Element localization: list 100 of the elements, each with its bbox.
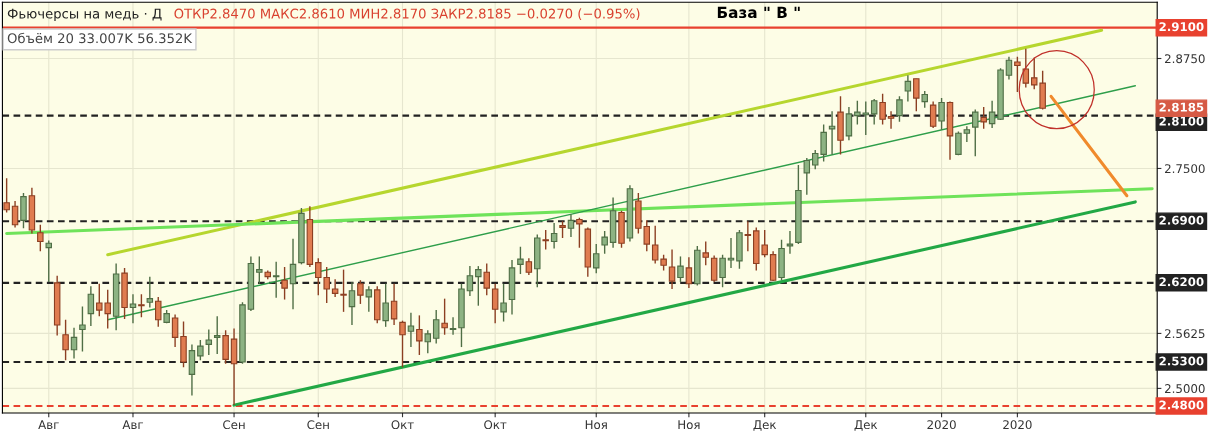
x-tick-label: Окт (484, 420, 507, 430)
candlestick (205, 328, 213, 356)
candlestick (432, 309, 440, 345)
candlestick (3, 177, 10, 214)
candlestick (154, 296, 162, 328)
candlestick (171, 313, 179, 348)
y-tick-label: 2.7500 (1165, 164, 1205, 174)
y-tick-label: 2.8750 (1165, 54, 1205, 64)
candlestick (887, 110, 895, 130)
candlestick (20, 192, 27, 229)
candlestick (281, 266, 288, 301)
candlestick (567, 213, 575, 238)
candlestick (592, 243, 600, 274)
candlestick (601, 230, 608, 255)
candlestick (348, 281, 356, 326)
candlestick (491, 283, 499, 324)
candlestick (913, 78, 920, 112)
candlestick (222, 329, 229, 365)
x-tick-label: Авг (38, 420, 59, 429)
candlestick (466, 265, 474, 297)
ref-line-label: 2.6200 (1159, 277, 1204, 287)
candlestick (390, 283, 398, 326)
x-tick-label: Сен (223, 420, 245, 430)
candlestick (197, 339, 204, 361)
candlestick (576, 217, 583, 249)
y-tick-label: 2.5000 (1165, 384, 1205, 394)
candlestick (87, 285, 95, 327)
candlestick (988, 100, 996, 129)
candlestick (828, 110, 836, 156)
ref-line-label: 2.9100 (1159, 22, 1204, 32)
candlestick (1005, 56, 1013, 81)
annotation: База " В " (717, 6, 800, 19)
candlestick (929, 100, 937, 129)
candlestick (879, 92, 886, 126)
candlestick (677, 255, 684, 283)
candlestick (1014, 56, 1021, 93)
candlestick (129, 293, 137, 324)
x-tick-label: Ноя (585, 420, 607, 430)
candlestick (803, 157, 811, 196)
candlestick (79, 305, 86, 353)
chart-title: Фьючерсы на медь · Д (7, 8, 162, 22)
candlestick (972, 108, 979, 157)
candlestick (744, 220, 752, 252)
candlestick (449, 316, 457, 336)
ref-line-label: 2.6900 (1159, 215, 1204, 225)
candlestick (138, 293, 145, 318)
x-tick-label: Сен (307, 420, 329, 430)
x-tick-label: 2020 (1003, 420, 1032, 430)
candlestick (441, 297, 448, 336)
candlestick (340, 268, 347, 313)
candlestick (517, 246, 524, 275)
text: 2.8185 (1159, 102, 1204, 112)
candlestick (37, 224, 44, 252)
candlestick (980, 106, 987, 130)
candlestick (938, 97, 945, 131)
candlestick (475, 265, 482, 307)
candlestick (845, 106, 853, 142)
ref-line-label: 2.5300 (1159, 356, 1204, 366)
candlestick (483, 262, 490, 296)
candlestick (365, 285, 373, 313)
candlestick (786, 230, 794, 255)
x-tick-label: Окт (391, 420, 414, 430)
candlestick (146, 275, 154, 309)
x-tick-label: Дек (753, 420, 777, 431)
x-tick-label: 2020 (927, 420, 956, 430)
candlestick (11, 200, 19, 229)
x-tick-label: Ноя (678, 420, 700, 430)
candlestick (500, 283, 507, 323)
candlestick (45, 239, 53, 283)
candlestick (213, 315, 221, 355)
annotation: ОТКР2.8470 МАКС2.8610 МИН2.8170 ЗАКР2.8185 −0.0270 (−0.95%) (174, 8, 640, 21)
candlestick (702, 240, 709, 266)
candlestick (416, 314, 423, 356)
candlestick (357, 279, 364, 305)
candlestick (685, 256, 693, 289)
candlestick (70, 327, 78, 360)
candlestick (710, 254, 718, 283)
candlestick (1022, 48, 1030, 89)
candlestick (904, 74, 912, 103)
candlestick (382, 283, 389, 328)
candlestick (896, 95, 903, 123)
candlestick (424, 329, 432, 354)
candlestick (256, 255, 263, 285)
candlestick (399, 319, 406, 368)
x-tick-label: Дек (854, 420, 878, 431)
candlestick (272, 261, 280, 299)
candlestick (719, 253, 726, 288)
candlestick (62, 319, 69, 361)
candlestick (727, 237, 735, 269)
candlestick (542, 229, 549, 251)
candlestick (188, 343, 196, 397)
ref-line-label: 2.4800 (1159, 400, 1204, 410)
y-tick-label: 2.5625 (1165, 329, 1205, 339)
annotation: Объём 20 33.007K 56.352K (7, 32, 193, 44)
candlestick (331, 278, 339, 298)
ref-line-label: 2.8100 (1159, 116, 1204, 126)
candlestick (289, 238, 297, 310)
candlestick (668, 248, 676, 290)
candlestick (870, 98, 878, 126)
candlestick (550, 222, 558, 250)
